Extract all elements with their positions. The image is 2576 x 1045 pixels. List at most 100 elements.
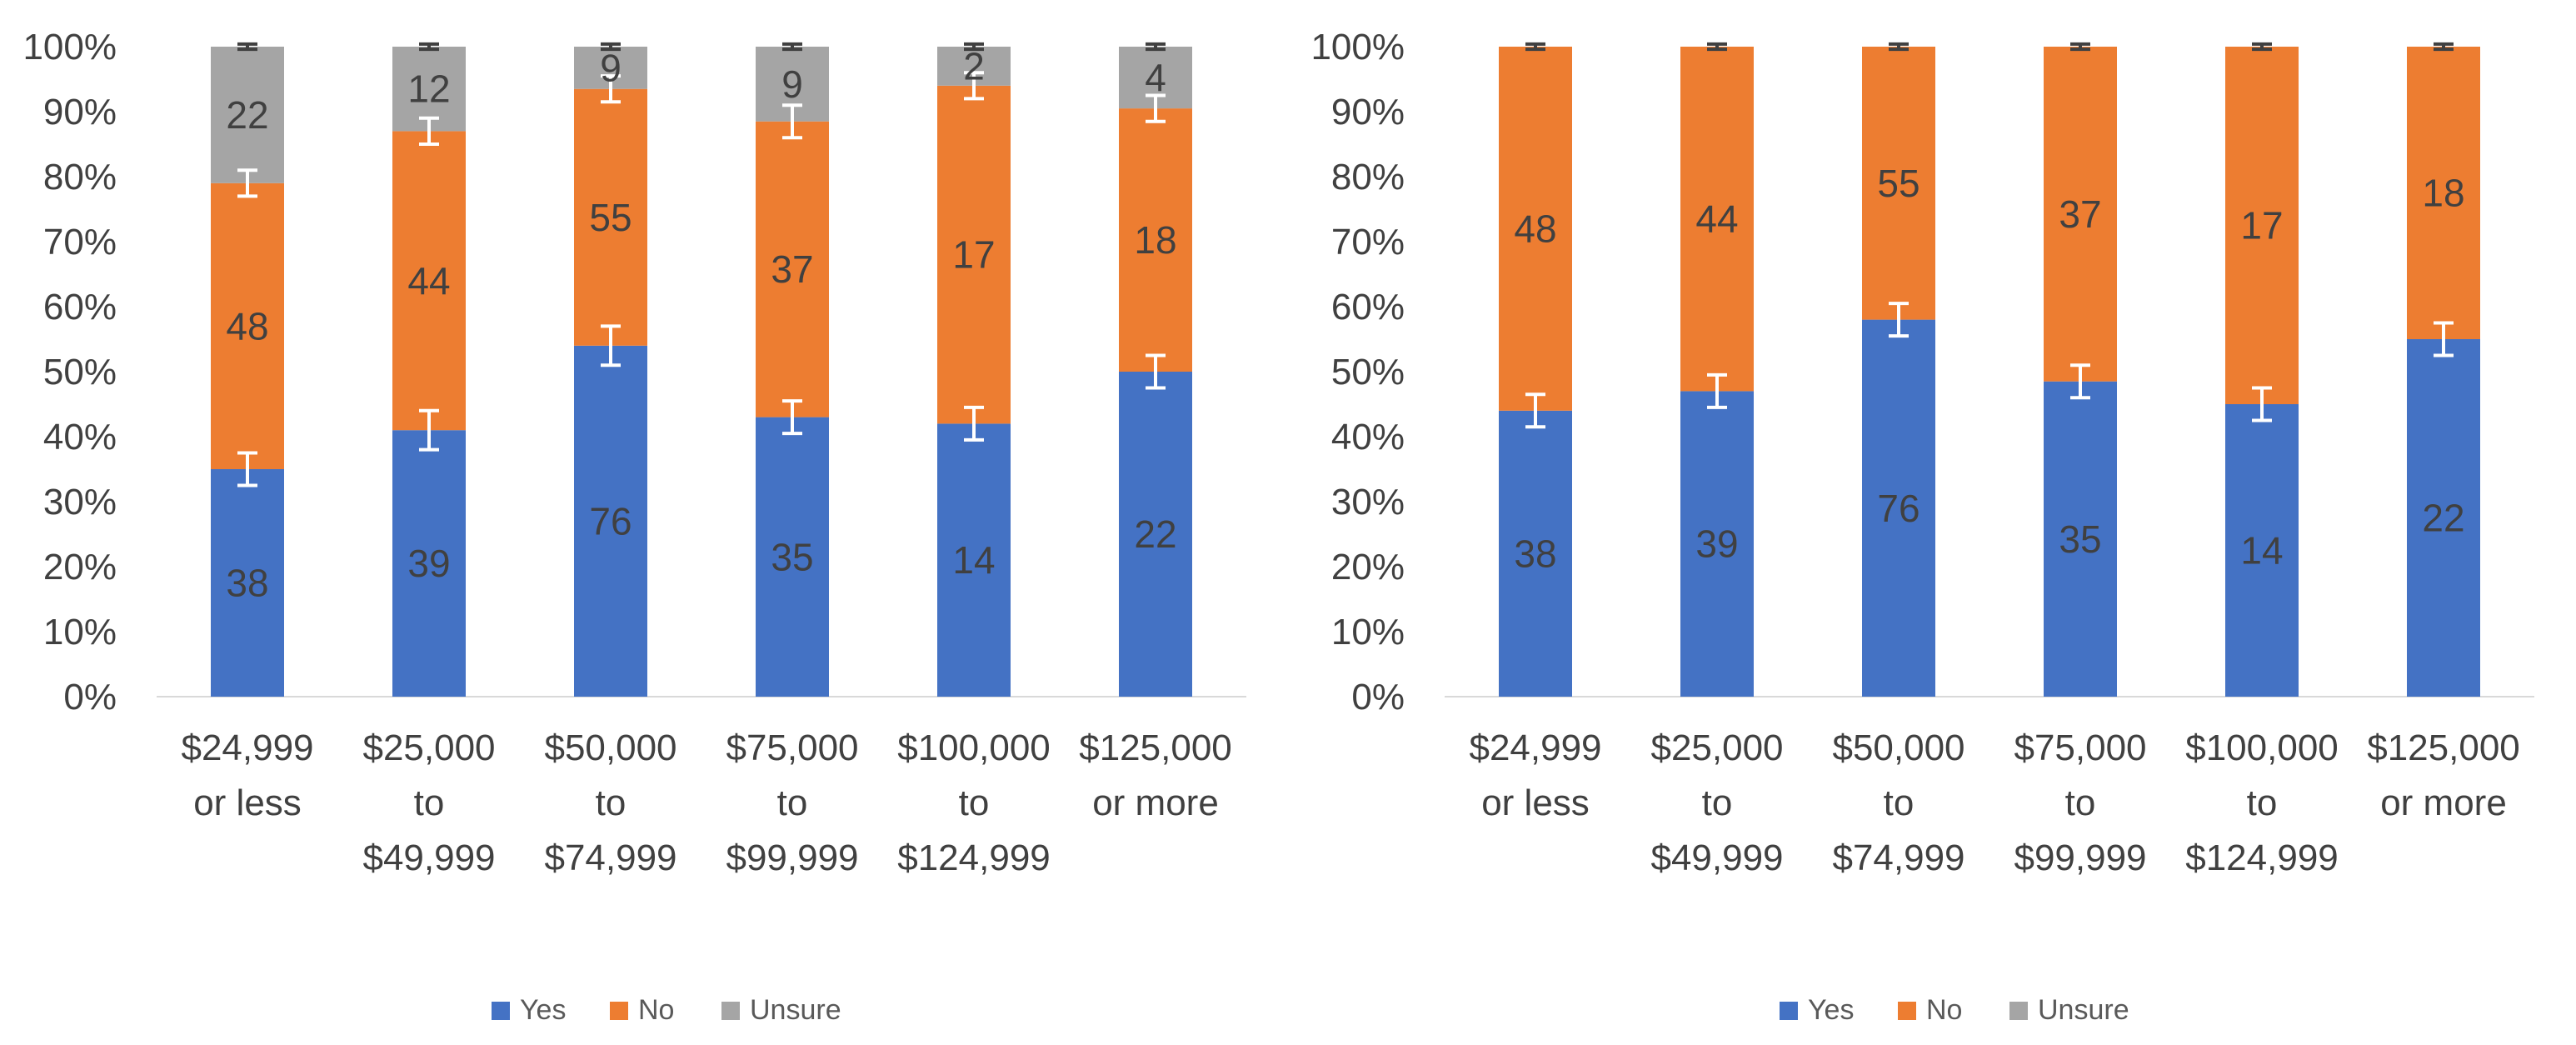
category-label-4: $100,000 — [2185, 728, 2339, 768]
y-tick-label: 90% — [43, 92, 117, 132]
y-tick-label: 60% — [43, 287, 117, 328]
category-label-3: $75,000 — [726, 728, 858, 768]
legend-label-yes: Yes — [1808, 994, 1854, 1026]
bar-yes-5 — [2407, 339, 2480, 697]
y-tick-label: 70% — [1331, 222, 1405, 262]
category-label-2: to — [596, 782, 627, 823]
bar-no-4 — [937, 85, 1011, 424]
y-tick-label: 60% — [1331, 287, 1405, 328]
data-label-no-3: 37 — [2059, 192, 2101, 236]
category-label-1: $25,000 — [362, 728, 495, 768]
legend-swatch-no — [1898, 1002, 1916, 1020]
bar-no-4 — [2225, 47, 2299, 404]
legend-swatch-no — [610, 1002, 628, 1020]
data-label-yes-3: 35 — [2059, 518, 2101, 561]
category-label-2: $50,000 — [544, 728, 676, 768]
bar-no-1 — [1680, 47, 1754, 392]
category-label-0: or less — [193, 782, 302, 823]
y-tick-label: 20% — [43, 547, 117, 588]
data-label-no-2: 55 — [589, 196, 632, 239]
data-label-no-5: 18 — [1134, 218, 1176, 262]
data-label-no-5: 18 — [2422, 172, 2464, 215]
category-label-1: $25,000 — [1650, 728, 1783, 768]
data-label-unsure-3: 9 — [781, 62, 803, 106]
category-label-2: $50,000 — [1832, 728, 1964, 768]
bar-yes-1 — [1680, 391, 1754, 697]
legend-swatch-unsure — [721, 1002, 740, 1020]
data-label-unsure-0: 22 — [226, 93, 268, 137]
bar-no-3 — [756, 121, 829, 418]
category-label-5: or more — [2380, 782, 2507, 823]
category-label-0: or less — [1481, 782, 1590, 823]
category-label-5: $125,000 — [2367, 728, 2520, 768]
y-tick-label: 40% — [1331, 417, 1405, 458]
y-tick-label: 0% — [1351, 677, 1405, 718]
category-label-3: to — [2065, 782, 2096, 823]
legend-label-yes: Yes — [520, 994, 566, 1026]
bar-yes-5 — [1119, 372, 1192, 697]
y-tick-label: 100% — [22, 27, 117, 68]
data-label-no-0: 48 — [1514, 207, 1556, 250]
bar-no-2 — [1862, 47, 1935, 320]
y-tick-label: 30% — [1331, 482, 1405, 522]
category-label-1: to — [1702, 782, 1733, 823]
category-label-3: to — [777, 782, 808, 823]
data-label-yes-3: 35 — [771, 535, 813, 578]
bar-yes-4 — [937, 423, 1011, 697]
data-label-no-1: 44 — [407, 259, 450, 302]
y-tick-label: 30% — [43, 482, 117, 522]
category-label-4: $124,999 — [2185, 838, 2339, 878]
category-label-3: $99,999 — [2014, 838, 2146, 878]
bar-yes-0 — [211, 469, 284, 697]
legend-swatch-unsure — [2009, 1002, 2028, 1020]
data-label-yes-1: 39 — [407, 542, 450, 585]
category-label-1: $49,999 — [362, 838, 495, 878]
category-label-5: $125,000 — [1079, 728, 1232, 768]
legend-swatch-yes — [492, 1002, 510, 1020]
y-tick-label: 10% — [1331, 612, 1405, 652]
bar-unsure-0 — [211, 47, 284, 183]
category-label-4: to — [959, 782, 990, 823]
category-label-0: $24,999 — [181, 728, 313, 768]
chart-left: 0% 10% 20% 30% 40% 50% 60% 70% 80% 90% 100% 38 48 22 $… — [22, 27, 1246, 1026]
data-label-yes-4: 14 — [952, 538, 995, 582]
category-label-3: $99,999 — [726, 838, 858, 878]
y-tick-label: 80% — [43, 157, 117, 198]
category-label-0: $24,999 — [1469, 728, 1601, 768]
y-tick-label: 50% — [1331, 352, 1405, 392]
data-label-yes-2: 76 — [589, 499, 632, 542]
bar-yes-3 — [756, 417, 829, 697]
bar-no-2 — [574, 88, 647, 346]
bar-no-1 — [392, 131, 466, 431]
data-label-no-0: 48 — [226, 304, 268, 348]
data-label-no-1: 44 — [1695, 198, 1738, 241]
bar-yes-0 — [1499, 410, 1572, 697]
category-label-4: $100,000 — [897, 728, 1051, 768]
data-label-no-4: 17 — [2240, 204, 2283, 248]
bar-no-5 — [2407, 47, 2480, 339]
data-label-yes-0: 38 — [1514, 532, 1556, 575]
bar-no-0 — [211, 182, 284, 470]
bar-yes-2 — [1862, 319, 1935, 697]
legend-swatch-yes — [1780, 1002, 1798, 1020]
bar-no-0 — [1499, 47, 1572, 411]
data-label-unsure-4: 2 — [963, 44, 985, 88]
y-tick-label: 80% — [1331, 157, 1405, 198]
data-label-yes-4: 14 — [2240, 529, 2283, 572]
data-label-unsure-5: 4 — [1145, 56, 1166, 99]
y-tick-label: 40% — [43, 417, 117, 458]
legend-label-unsure: Unsure — [2038, 994, 2129, 1026]
bar-yes-3 — [2044, 381, 2117, 697]
y-tick-label: 100% — [1310, 27, 1405, 68]
bar-no-5 — [1119, 108, 1192, 372]
y-tick-label: 10% — [43, 612, 117, 652]
bar-yes-4 — [2225, 404, 2299, 697]
data-label-no-3: 37 — [771, 248, 813, 291]
category-label-4: $124,999 — [897, 838, 1051, 878]
data-label-yes-1: 39 — [1695, 522, 1738, 566]
bar-yes-1 — [392, 430, 466, 697]
y-tick-label: 90% — [1331, 92, 1405, 132]
data-label-no-4: 17 — [952, 233, 995, 277]
data-label-no-2: 55 — [1877, 162, 1920, 205]
